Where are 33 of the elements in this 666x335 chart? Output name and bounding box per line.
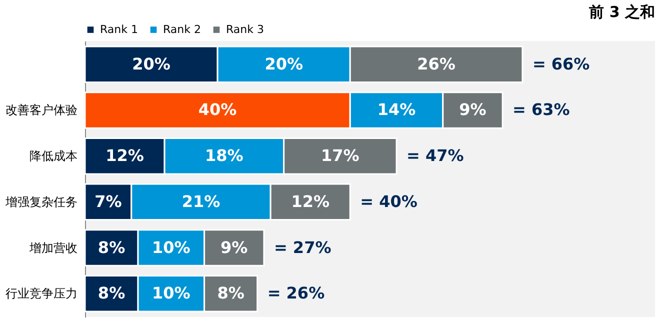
legend-label: Rank 2 [163,22,201,36]
total-label: = 47% [406,146,464,166]
data-label: 40% [198,100,237,120]
y-tick-label: 增强复杂任务 [4,194,78,209]
data-label: 26% [417,54,456,74]
data-label: 20% [264,54,303,74]
data-label: 17% [321,146,360,166]
data-label: 8% [217,284,244,303]
legend-label: Rank 1 [100,22,138,36]
data-label: 10% [152,284,190,303]
data-label: 12% [291,192,330,211]
data-label: 7% [94,192,122,211]
y-tick-label: 增加营收 [28,240,78,255]
total-label: = 66% [532,54,590,74]
total-label: = 26% [267,284,325,303]
total-label: = 27% [274,238,332,257]
total-label: = 40% [360,192,418,211]
y-tick-label: 降低成本 [30,149,78,164]
y-tick-label: 行业竞争压力 [6,286,78,301]
data-label: 9% [459,100,486,120]
data-label: 10% [152,238,190,257]
data-label: 21% [182,192,220,211]
data-label: 20% [132,54,170,74]
y-tick-label: 改善客户体验 [6,103,78,118]
data-label: 8% [98,238,126,257]
data-label: 14% [377,100,416,120]
legend-label: Rank 3 [226,22,264,36]
data-label: 12% [106,146,144,166]
data-label: 9% [220,238,248,257]
total-label: = 63% [512,100,570,120]
text: 前 3 之和 [588,3,655,21]
data-label: 18% [205,146,244,166]
data-label: 8% [98,284,126,303]
